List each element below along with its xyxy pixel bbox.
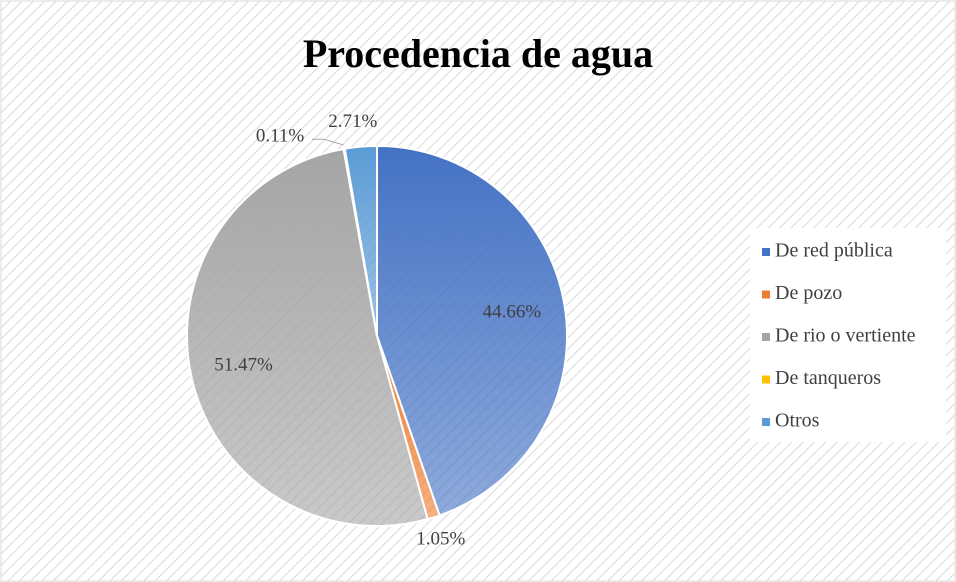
legend-swatch <box>762 375 770 384</box>
legend-label: De tanqueros <box>775 367 881 389</box>
legend-swatch <box>762 418 770 426</box>
legend-label: Otros <box>775 410 820 432</box>
pie-slice <box>186 147 429 527</box>
legend-label: De red pública <box>775 240 893 262</box>
legend-box <box>750 228 946 442</box>
legend-swatch <box>762 248 770 256</box>
data-label: 2.71% <box>328 111 377 132</box>
pie-slice <box>343 144 378 337</box>
legend-swatch <box>762 333 770 341</box>
data-label: 44.66% <box>483 302 542 323</box>
legend-swatch <box>762 290 770 299</box>
chart-title: Procedencia de agua <box>303 31 653 76</box>
leader-line <box>312 138 344 146</box>
data-label: 1.05% <box>416 529 465 550</box>
legend-label: De pozo <box>775 282 842 304</box>
data-label: 51.47% <box>214 355 273 376</box>
pie-slice <box>376 144 568 517</box>
data-label: 0.11% <box>256 126 305 147</box>
legend-label: De rio o vertiente <box>775 325 916 347</box>
